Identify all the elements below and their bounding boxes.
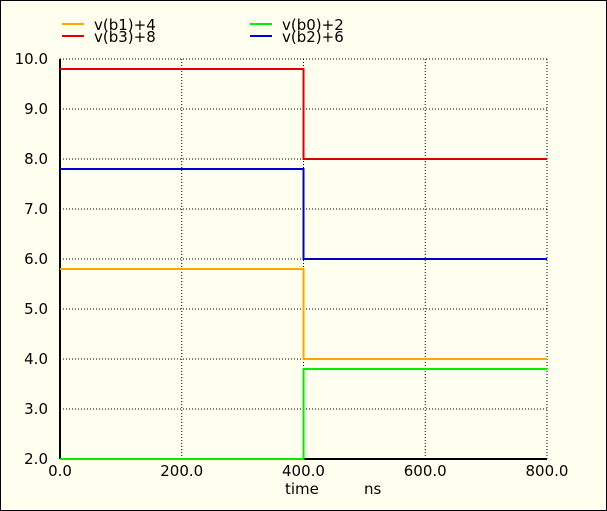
y-tick-label: 4.0	[24, 350, 48, 368]
series-line-2	[60, 68, 547, 160]
y-tick-label: 10.0	[15, 50, 48, 68]
x-axis-label: time	[285, 480, 319, 498]
series-line-0	[60, 268, 547, 360]
y-tick-label: 5.0	[24, 300, 48, 318]
y-tick-label: 6.0	[24, 250, 48, 268]
x-tick-label: 200.0	[160, 462, 203, 480]
x-tick-label: 600.0	[404, 462, 447, 480]
x-tick-label: 0.0	[48, 462, 72, 480]
y-tick-label: 7.0	[24, 200, 48, 218]
y-tick-label: 8.0	[24, 150, 48, 168]
tick-labels: 0.0 200.0 400.0 600.0 800.0 2.0 3.0 4.0 5.0 6.0 7.…	[15, 50, 569, 480]
legend: v(b1)+4 v(b0)+2 v(b3)+8 v(b2)+6	[62, 16, 344, 46]
x-tick-label: 800.0	[526, 462, 569, 480]
series-lines	[60, 68, 547, 460]
y-tick-label: 3.0	[24, 400, 48, 418]
legend-label: v(b1)+4	[94, 16, 156, 34]
x-tick-label: 400.0	[282, 462, 325, 480]
y-tick-label: 2.0	[24, 450, 48, 468]
y-tick-label: 9.0	[24, 100, 48, 118]
legend-label: v(b0)+2	[282, 16, 344, 34]
legend-label: v(b3)+8	[94, 28, 156, 46]
series-line-3	[60, 168, 547, 260]
legend-label: v(b2)+6	[282, 28, 344, 46]
x-axis-unit: ns	[364, 480, 382, 498]
series-line-1	[60, 368, 547, 460]
